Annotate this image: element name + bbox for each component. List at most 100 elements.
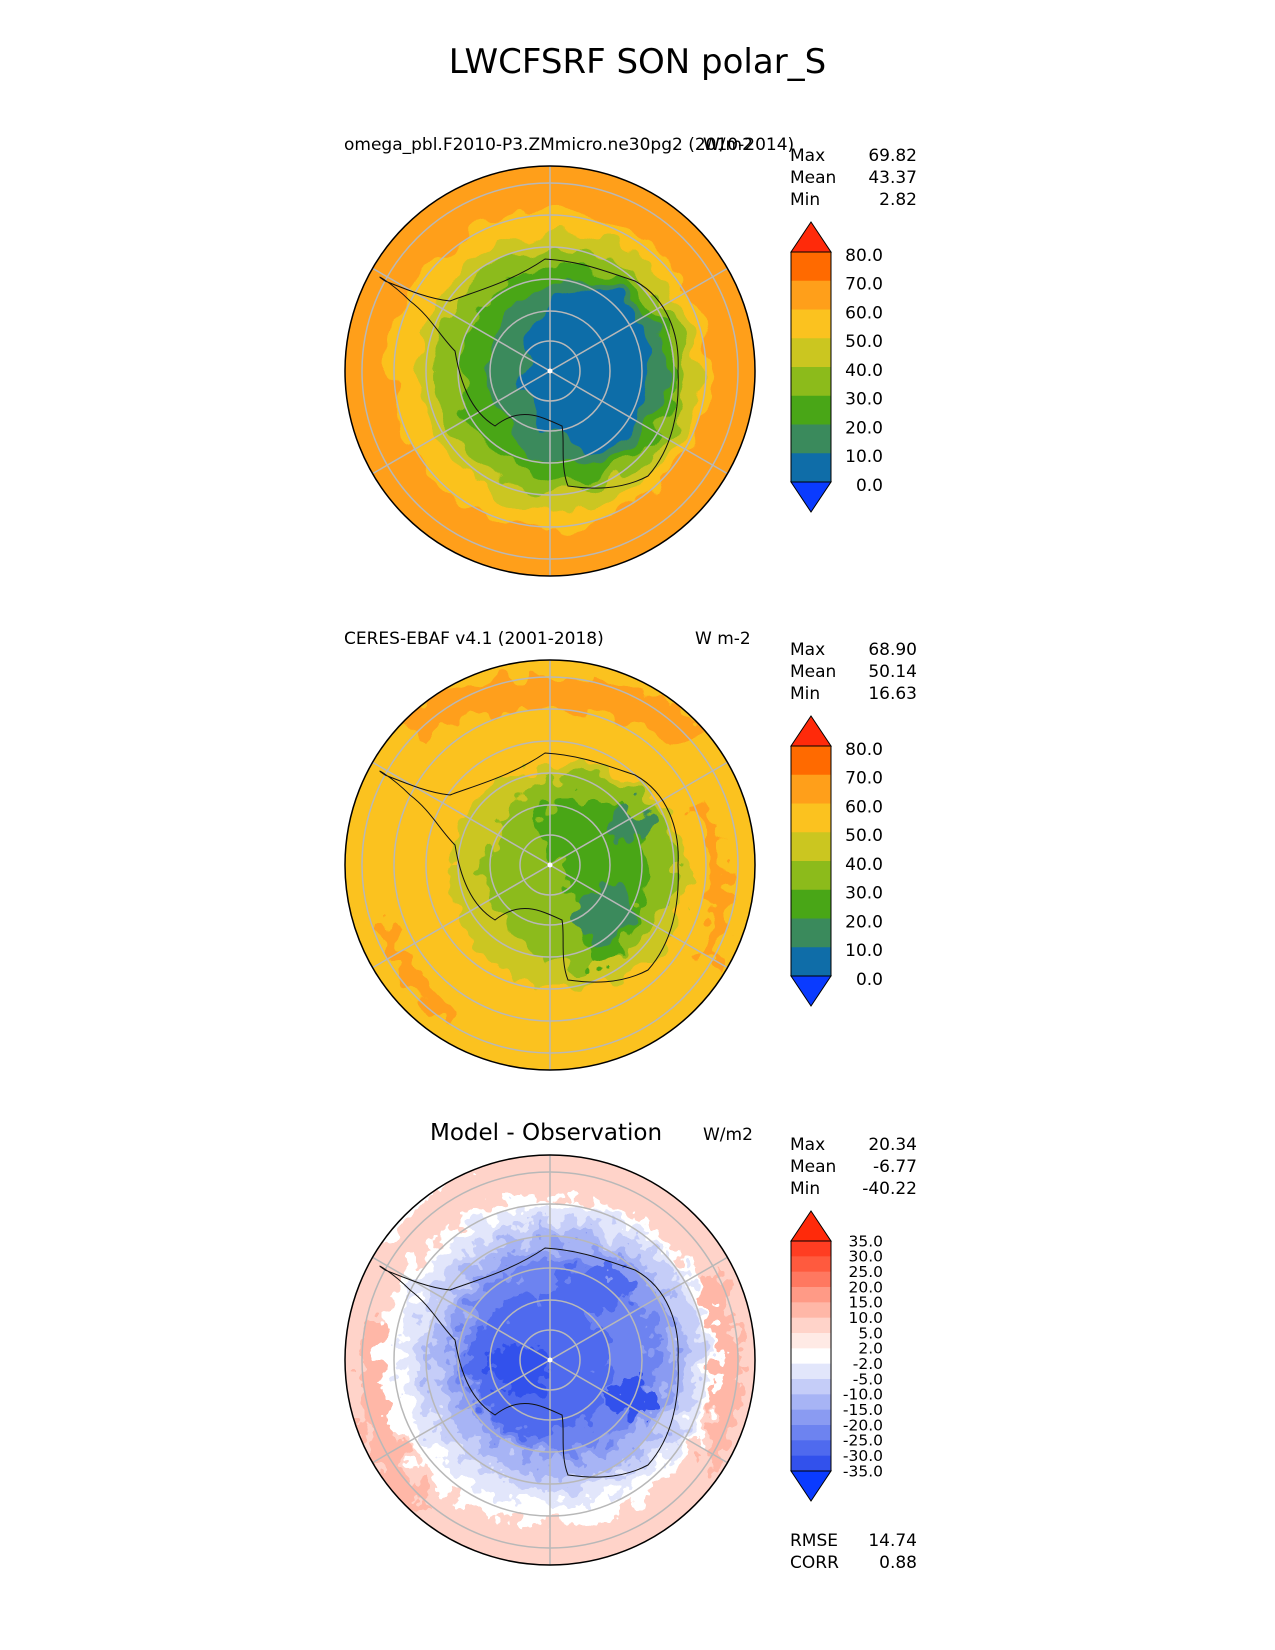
colorbar-tick-label: 60.0: [845, 797, 883, 817]
colorbar-tick-label: 5.0: [858, 1324, 883, 1342]
panel-2-stats: Max 68.90 Mean 50.14 Min 16.63: [790, 639, 917, 705]
panel-3-stats: Max 20.34 Mean -6.77 Min -40.22: [790, 1134, 917, 1200]
colorbar-labels: 80.0 70.0 60.0 50.0 40.0 30.0 20.0 10.0 0.0: [845, 740, 883, 990]
contour-fill: [400, 676, 700, 745]
panel-3-title: Model - Observation: [430, 1120, 663, 1146]
colorbar-extend-bottom: [790, 975, 832, 1007]
colorbar-box: [791, 1287, 831, 1303]
map-border: [344, 1154, 756, 1566]
colorbar-box: [791, 367, 831, 397]
panel-3-units: W/m2: [703, 1125, 753, 1145]
colorbar-box: [791, 1425, 831, 1441]
colorbar-tick-label: -15.0: [843, 1401, 883, 1419]
coastline: [379, 752, 679, 983]
contour-fill: [606, 1380, 654, 1420]
colorbar-box: [791, 280, 831, 310]
stat-value: -6.77: [873, 1157, 917, 1177]
panel-2-units: W m-2: [695, 629, 751, 649]
colorbar-tick-label: 2.0: [858, 1340, 883, 1358]
panel-1-colorbar: 80.0 70.0 60.0 50.0 40.0 30.0 20.0 10.0 0.0: [790, 221, 883, 513]
stat-value: 0.88: [879, 1553, 917, 1573]
contour-fill: [700, 1270, 739, 1470]
colorbar-box: [791, 1271, 831, 1288]
colorbar-box: [791, 1363, 831, 1380]
colorbar-box: [791, 861, 831, 891]
colorbar-frame: [790, 745, 832, 977]
colorbar-boxes: [790, 221, 832, 513]
stat-value: 16.63: [868, 684, 917, 704]
panel-2-title: CERES-EBAF v4.1 (2001-2018): [344, 629, 604, 649]
colorbar-tick-label: -30.0: [843, 1447, 883, 1465]
colorbar-tick-label: 25.0: [848, 1263, 883, 1281]
pole-marker: [547, 1357, 553, 1363]
stat-label: Min: [790, 1179, 821, 1199]
colorbar-tick-label: 40.0: [845, 361, 883, 381]
colorbar-box: [791, 1379, 831, 1395]
panel-1-title: omega_pbl.F2010-P3.ZMmicro.ne30pg2 (2010…: [344, 135, 795, 155]
colorbar-tick-label: -20.0: [843, 1416, 883, 1434]
colorbar-tick-label: 10.0: [845, 447, 883, 467]
stat-label: Min: [790, 684, 821, 704]
colorbar-extend-top: [790, 1210, 832, 1242]
colorbar-tick-label: 30.0: [848, 1248, 883, 1266]
colorbar-tick-label: 70.0: [845, 275, 883, 295]
contour-fill: [523, 289, 653, 449]
panel-3-extra-stats: RMSE 14.74 CORR 0.88: [790, 1530, 917, 1574]
stat-value: 43.37: [868, 168, 917, 188]
stat-label: Max: [790, 640, 826, 660]
colorbar-tick-label: 80.0: [845, 246, 883, 266]
colorbar-tick-label: 40.0: [845, 855, 883, 875]
coastline: [379, 1247, 679, 1478]
colorbar-box: [791, 453, 831, 483]
colorbar-tick-label: 20.0: [845, 912, 883, 932]
pole-marker: [547, 368, 553, 374]
stat-value: 68.90: [868, 640, 917, 660]
colorbar-tick-label: 35.0: [848, 1232, 883, 1250]
contour-fill: [550, 1268, 630, 1312]
colorbar-labels: 35.030.025.020.015.010.05.02.0-2.0-5.0-1…: [843, 1232, 883, 1480]
panel-3-colorbar: 35.030.025.020.015.010.05.02.0-2.0-5.0-1…: [790, 1210, 883, 1502]
contour-fill: [690, 805, 731, 965]
colorbar-tick-label: -10.0: [843, 1386, 883, 1404]
colorbar-tick-label: 10.0: [848, 1309, 883, 1327]
contour-fill: [488, 1344, 552, 1396]
panel-2-polar-map: [344, 659, 756, 1071]
colorbar-tick-label: 50.0: [845, 826, 883, 846]
pole-marker: [547, 862, 553, 868]
stat-label: Mean: [790, 168, 837, 188]
contour-fill: [579, 885, 631, 945]
colorbar-extend-top: [790, 221, 832, 253]
panel-3-polar-map: [344, 1154, 756, 1566]
stat-label: Min: [790, 190, 821, 210]
colorbar-tick-label: 70.0: [845, 769, 883, 789]
stat-value: 69.82: [868, 146, 917, 166]
colorbar-box: [791, 774, 831, 804]
panel-1-stats: Max 69.82 Mean 43.37 Min 2.82: [790, 145, 917, 211]
colorbar-boxes: [790, 1210, 832, 1502]
colorbar-tick-label: -35.0: [843, 1462, 883, 1480]
colorbar-tick-label: 80.0: [845, 740, 883, 760]
colorbar-box: [791, 338, 831, 368]
colorbar-labels: 80.0 70.0 60.0 50.0 40.0 30.0 20.0 10.0 0.0: [845, 246, 883, 496]
colorbar-box: [791, 1348, 831, 1365]
contour-fill: [608, 807, 652, 843]
colorbar-tick-label: 0.0: [856, 476, 883, 496]
colorbar-box: [791, 889, 831, 919]
colorbar-box: [791, 1455, 831, 1472]
colorbar-box: [791, 832, 831, 862]
colorbar-tick-label: 20.0: [845, 418, 883, 438]
colorbar-box: [791, 395, 831, 425]
colorbar-tick-label: 50.0: [845, 332, 883, 352]
panel-1-units: W/m2: [703, 135, 753, 155]
colorbar-box: [791, 309, 831, 339]
stat-label: CORR: [790, 1553, 839, 1573]
colorbar-box: [791, 746, 831, 776]
stat-label: RMSE: [790, 1531, 839, 1551]
stat-value: 50.14: [868, 662, 917, 682]
colorbar-box: [791, 1256, 831, 1273]
colorbar-tick-label: -5.0: [853, 1370, 883, 1388]
map-border: [344, 165, 756, 577]
colorbar-box: [791, 1302, 831, 1319]
colorbar-tick-label: 10.0: [845, 941, 883, 961]
colorbar-box: [791, 424, 831, 454]
